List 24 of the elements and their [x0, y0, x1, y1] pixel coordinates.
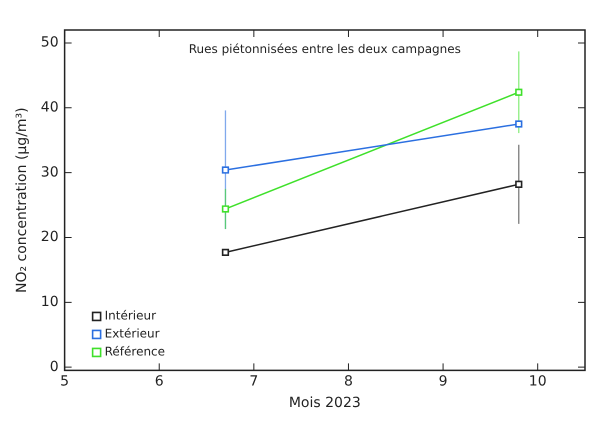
y-tick-label: 40 [40, 99, 59, 116]
y-tick-label: 50 [40, 34, 59, 51]
y-axis-title: NO₂ concentration (μg/m³) [14, 107, 30, 294]
x-tick-label: 9 [438, 373, 448, 390]
x-tick-label: 8 [344, 373, 353, 390]
point [222, 166, 230, 174]
y-tick-label: 10 [40, 294, 59, 310]
x-tick-label: 10 [528, 373, 547, 390]
legend-label: Extérieur [104, 326, 160, 341]
x-tick-label: 5 [60, 373, 70, 390]
y-tick-label: 20 [40, 229, 59, 246]
point [515, 120, 522, 128]
point [515, 180, 522, 188]
y-tick-label: 0 [50, 358, 59, 375]
text: Rues piétonnisées entre les deux campagnes [188, 42, 461, 56]
point [222, 205, 230, 213]
legend-label: Intérieur [104, 308, 156, 323]
point [222, 248, 230, 256]
y-tick-label: 30 [40, 164, 59, 180]
x-tick-label: 6 [154, 373, 164, 390]
legend-label: Référence [104, 344, 166, 359]
x-axis-title: Mois 2023 [288, 395, 361, 412]
point [515, 88, 522, 96]
x-tick-label: 7 [249, 373, 258, 390]
